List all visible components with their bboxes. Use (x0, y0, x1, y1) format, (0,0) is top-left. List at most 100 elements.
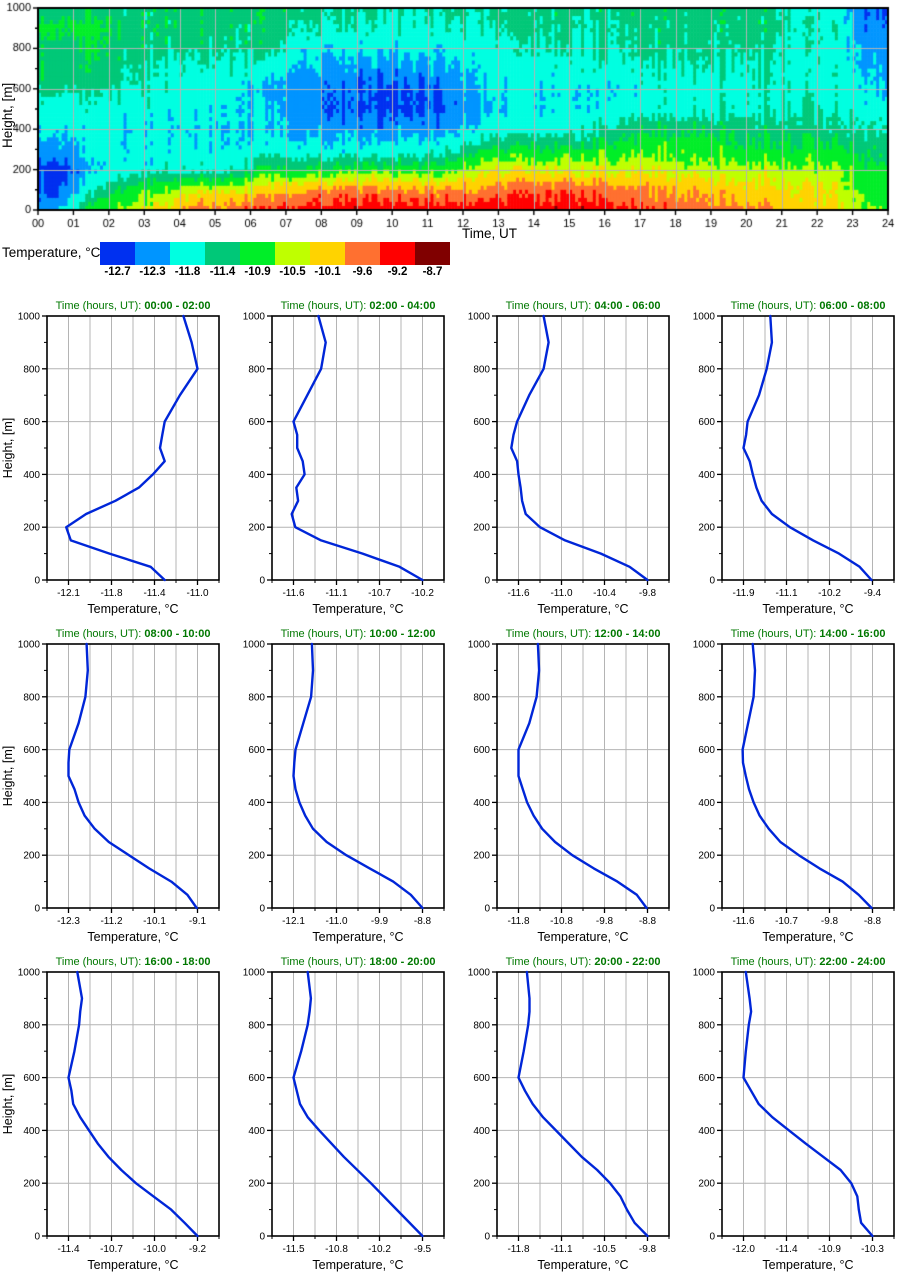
svg-text:600: 600 (248, 417, 265, 428)
colorbar-swatch (415, 242, 450, 265)
svg-text:200: 200 (473, 523, 490, 534)
colorbar-swatches (100, 242, 450, 265)
svg-text:600: 600 (23, 1073, 40, 1084)
svg-text:-10.4: -10.4 (593, 588, 616, 599)
profile-title: Time (hours, UT): 18:00 - 20:00 (281, 956, 436, 968)
svg-text:-8.8: -8.8 (864, 916, 882, 927)
colorbar-swatch (135, 242, 170, 265)
svg-text:800: 800 (23, 1020, 40, 1031)
profile-panel: Time (hours, UT): 02:00 - 04:00 -11.6 -11… (225, 296, 450, 624)
profile-title: Time (hours, UT): 06:00 - 08:00 (731, 300, 886, 312)
profile-x-axis-label: Temperature, °C (537, 602, 628, 616)
svg-text:1000: 1000 (18, 640, 41, 651)
profile-panel: Time (hours, UT): 00:00 - 02:00 -12.1 -11… (0, 296, 225, 624)
profile-x-axis-label: Temperature, °C (762, 1258, 853, 1272)
svg-text:-11.1: -11.1 (325, 588, 347, 599)
svg-text:400: 400 (473, 470, 490, 481)
colorbar-level: -12.3 (139, 266, 166, 278)
svg-text:0: 0 (34, 904, 40, 915)
svg-text:-10.9: -10.9 (818, 1244, 841, 1255)
svg-text:0: 0 (484, 1232, 490, 1243)
profile-line-chart: Time (hours, UT): 06:00 - 08:00 -11.9 -11… (693, 300, 895, 616)
profile-x-axis-label: Temperature, °C (537, 930, 628, 944)
profile-panel: Time (hours, UT): 04:00 - 06:00 -11.6 -11… (450, 296, 675, 624)
svg-text:200: 200 (23, 851, 40, 862)
svg-text:1000: 1000 (468, 312, 491, 323)
heatmap-x-axis-label: Time, UT (462, 226, 517, 241)
colorbar-swatch (275, 242, 310, 265)
heatmap-y-axis-label: Height, [m] (0, 82, 15, 148)
svg-text:-10.8: -10.8 (325, 1244, 348, 1255)
profile-line-chart: Time (hours, UT): 04:00 - 06:00 -11.6 -11… (468, 300, 670, 616)
svg-text:-11.6: -11.6 (282, 588, 304, 599)
svg-text:-11.4: -11.4 (775, 1244, 797, 1255)
profile-title: Time (hours, UT): 04:00 - 06:00 (506, 300, 661, 312)
svg-text:0: 0 (259, 1232, 265, 1243)
svg-text:200: 200 (698, 851, 715, 862)
profile-line-chart: Time (hours, UT): 08:00 - 10:00 -12.3 -11… (1, 628, 220, 944)
temperature-profile-line (742, 314, 873, 582)
svg-text:0: 0 (709, 904, 715, 915)
colorbar-swatch (240, 242, 275, 265)
profile-x-axis-label: Temperature, °C (762, 602, 853, 616)
svg-text:400: 400 (698, 1126, 715, 1137)
svg-text:200: 200 (248, 851, 265, 862)
colorbar-level: -12.7 (104, 266, 131, 278)
svg-text:400: 400 (698, 470, 715, 481)
svg-text:-11.8: -11.8 (507, 1244, 529, 1255)
svg-text:0: 0 (709, 576, 715, 587)
colorbar-title: Temperature, °C (2, 245, 101, 260)
temperature-profile-line (292, 642, 424, 910)
temperature-profile-line (292, 970, 424, 1238)
colorbar-level: -11.4 (209, 266, 236, 278)
colorbar-swatch (170, 242, 205, 265)
svg-text:-10.7: -10.7 (368, 588, 391, 599)
profile-y-axis-label: Height, [m] (1, 418, 15, 478)
profile-line-chart: Time (hours, UT): 02:00 - 04:00 -11.6 -11… (243, 300, 445, 616)
svg-text:-9.8: -9.8 (596, 916, 614, 927)
svg-text:0: 0 (709, 1232, 715, 1243)
svg-text:0: 0 (34, 576, 40, 587)
svg-text:800: 800 (473, 692, 490, 703)
svg-text:1000: 1000 (693, 968, 716, 979)
svg-text:800: 800 (473, 1020, 490, 1031)
svg-text:600: 600 (248, 745, 265, 756)
colorbar-level: -9.2 (387, 266, 408, 278)
profile-line-chart: Time (hours, UT): 20:00 - 22:00 -11.8 -11… (468, 956, 670, 1272)
svg-text:600: 600 (698, 417, 715, 428)
profile-line-chart: Time (hours, UT): 16:00 - 18:00 -11.4 -10… (1, 956, 220, 1272)
svg-text:600: 600 (473, 745, 490, 756)
svg-text:800: 800 (248, 692, 265, 703)
svg-text:600: 600 (698, 1073, 715, 1084)
profile-x-axis-label: Temperature, °C (312, 1258, 403, 1272)
svg-text:-9.5: -9.5 (414, 1244, 432, 1255)
temperature-profile-line (64, 314, 199, 582)
svg-text:600: 600 (698, 745, 715, 756)
svg-text:-10.2: -10.2 (411, 588, 434, 599)
profile-x-axis-label: Temperature, °C (537, 1258, 628, 1272)
svg-text:0: 0 (484, 576, 490, 587)
temperature-heatmap (0, 0, 900, 238)
temperature-profile-line (517, 642, 648, 910)
profile-line-chart: Time (hours, UT): 10:00 - 12:00 -12.1 -11… (243, 628, 445, 944)
svg-text:-11.0: -11.0 (325, 916, 347, 927)
svg-text:200: 200 (473, 1179, 490, 1190)
svg-text:400: 400 (473, 1126, 490, 1137)
profile-x-axis-label: Temperature, °C (87, 602, 178, 616)
svg-text:-9.2: -9.2 (189, 1244, 207, 1255)
svg-text:-11.5: -11.5 (282, 1244, 304, 1255)
svg-text:1000: 1000 (18, 968, 41, 979)
svg-text:-10.5: -10.5 (593, 1244, 616, 1255)
svg-text:-11.4: -11.4 (143, 588, 165, 599)
svg-text:-8.8: -8.8 (639, 916, 657, 927)
svg-text:400: 400 (23, 470, 40, 481)
temperature-profile-line (67, 642, 198, 910)
svg-text:600: 600 (23, 417, 40, 428)
temperature-profile-line (290, 314, 424, 582)
colorbar-swatch (310, 242, 345, 265)
svg-text:400: 400 (698, 798, 715, 809)
svg-text:-10.2: -10.2 (368, 1244, 391, 1255)
svg-text:400: 400 (473, 798, 490, 809)
svg-text:0: 0 (259, 576, 265, 587)
svg-text:-12.3: -12.3 (57, 916, 80, 927)
